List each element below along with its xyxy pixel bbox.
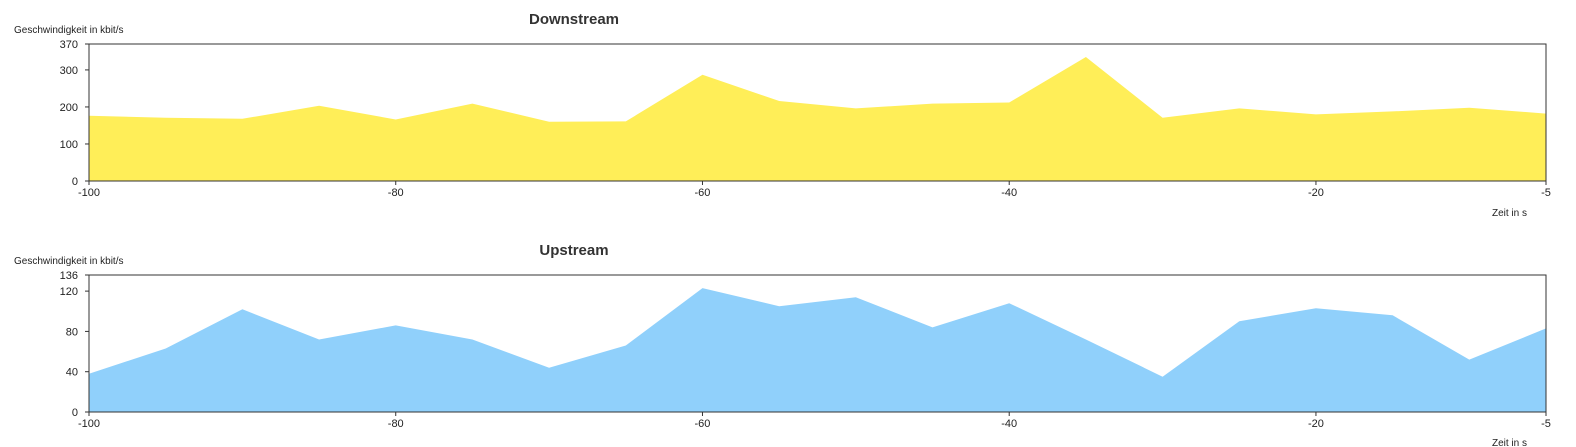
upstream-x-tick-label: -100 (78, 418, 100, 430)
upstream-x-axis: -100 -80 -60 -40 -20 -5 (78, 412, 1551, 430)
downstream-title: Downstream (529, 11, 619, 28)
upstream-x-tick-label: -20 (1308, 418, 1324, 430)
upstream-y-tick-label: 0 (72, 407, 78, 419)
downstream-x-tick-label: -5 (1541, 187, 1551, 199)
downstream-y-tick-label: 370 (60, 39, 78, 51)
upstream-title: Upstream (539, 242, 608, 259)
upstream-x-tick-label: -40 (1001, 418, 1017, 430)
downstream-x-tick-label: -60 (695, 187, 711, 199)
downstream-y-tick-label: 200 (60, 102, 78, 114)
upstream-x-tick-label: -5 (1541, 418, 1551, 430)
upstream-x-tick-label: -80 (388, 418, 404, 430)
upstream-y-tick-label: 40 (66, 367, 78, 379)
upstream-ylabel: Geschwindigkeit in kbit/s (14, 256, 124, 267)
downstream-y-tick-label: 0 (72, 176, 78, 188)
downstream-x-tick-label: -100 (78, 187, 100, 199)
downstream-x-tick-label: -20 (1308, 187, 1324, 199)
upstream-y-tick-label: 80 (66, 326, 78, 338)
downstream-ylabel: Geschwindigkeit in kbit/s (14, 25, 124, 36)
downstream-area (89, 57, 1546, 181)
downstream-plot-frame (88, 43, 1547, 182)
downstream-y-axis: 0 100 200 300 370 (60, 39, 89, 188)
downstream-x-tick-label: -40 (1001, 187, 1017, 199)
upstream-xlabel: Zeit in s (1492, 438, 1527, 447)
upstream-y-tick-label: 120 (60, 286, 78, 298)
downstream-x-tick-label: -80 (388, 187, 404, 199)
upstream-x-tick-label: -60 (695, 418, 711, 430)
downstream-xlabel: Zeit in s (1492, 208, 1527, 219)
downstream-y-tick-label: 100 (60, 139, 78, 151)
downstream-y-tick-label: 300 (60, 65, 78, 77)
upstream-y-axis: 0 40 80 120 136 (60, 270, 89, 419)
downstream-chart: Downstream Geschwindigkeit in kbit/s Zei… (14, 11, 1551, 219)
upstream-y-tick-label: 136 (60, 270, 78, 282)
upstream-plot-frame (88, 274, 1547, 413)
downstream-x-axis: -100 -80 -60 -40 -20 -5 (78, 181, 1551, 199)
upstream-chart: Upstream Geschwindigkeit in kbit/s Zeit … (14, 242, 1551, 447)
upstream-area (89, 288, 1546, 412)
